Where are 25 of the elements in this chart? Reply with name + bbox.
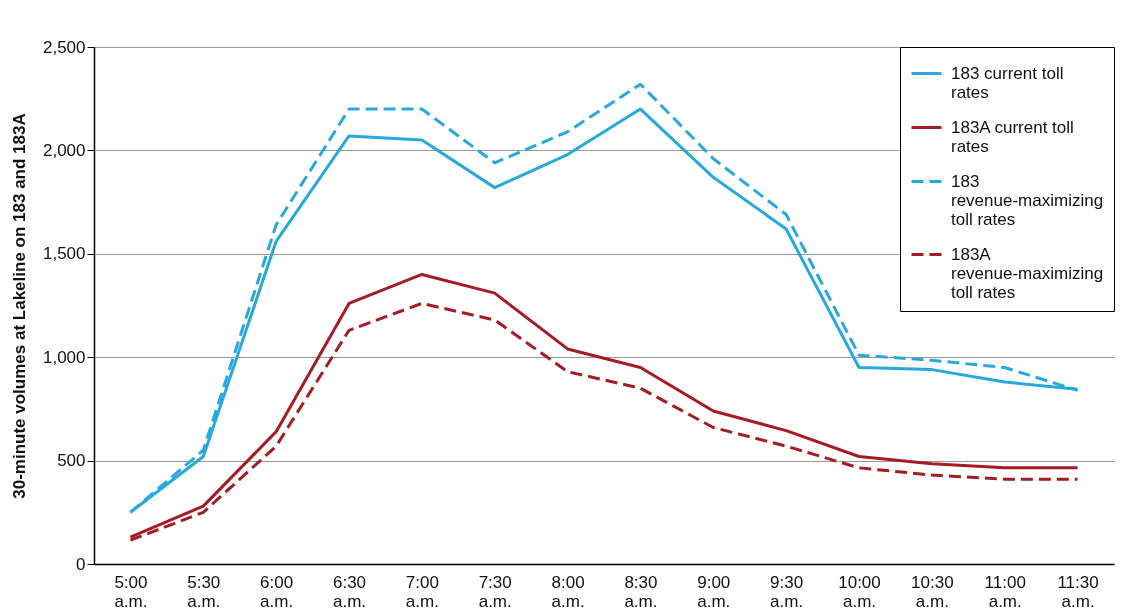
y-tick-label: 1,500 xyxy=(42,244,86,264)
x-tick-label: 11:30 a.m. xyxy=(1057,572,1099,611)
legend-label: 183 current toll rates xyxy=(951,63,1064,102)
y-tick-label: 0 xyxy=(76,554,86,574)
x-tick-label: 9:00 a.m. xyxy=(697,572,731,611)
legend-label: 183 revenue-maximizing toll rates xyxy=(951,171,1104,229)
x-tick-label: 7:30 a.m. xyxy=(478,572,512,611)
x-tick-label: 10:30 a.m. xyxy=(911,572,954,611)
x-tick-label: 6:00 a.m. xyxy=(260,572,294,611)
y-tick-label: 2,000 xyxy=(42,140,86,160)
x-tick-label: 5:30 a.m. xyxy=(187,572,221,611)
x-tick-label: 8:30 a.m. xyxy=(624,572,658,611)
legend-label: 183A current toll rates xyxy=(951,117,1074,156)
y-axis-title: 30-minute volumes at Lakeline on 183 and 183A xyxy=(9,113,29,499)
y-tick-label: 500 xyxy=(57,451,86,471)
x-tick-label: 8:00 a.m. xyxy=(551,572,585,611)
x-tick-label: 7:00 a.m. xyxy=(405,572,439,611)
x-tick-label: 9:30 a.m. xyxy=(770,572,804,611)
x-tick-label: 11:00 a.m. xyxy=(984,572,1026,611)
legend-label: 183A revenue-maximizing toll rates xyxy=(951,244,1104,302)
x-tick-label: 5:00 a.m. xyxy=(114,572,148,611)
y-tick-label: 2,500 xyxy=(42,37,86,57)
x-tick-label: 10:00 a.m. xyxy=(838,572,881,611)
y-tick-label: 1,000 xyxy=(42,347,86,367)
x-tick-label: 6:30 a.m. xyxy=(332,572,367,611)
